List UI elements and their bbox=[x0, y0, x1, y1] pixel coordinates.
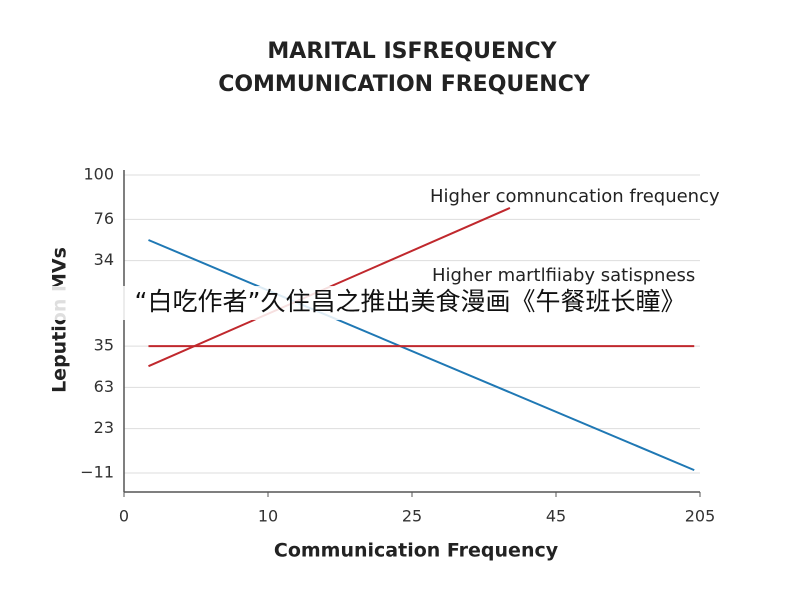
overlay-text: “白吃作者”久住昌之推出美食漫画《午餐班长瞳》 bbox=[135, 287, 686, 316]
x-tick-label: 0 bbox=[119, 507, 129, 526]
chart-title: COMMUNICATION FREQUENCY bbox=[218, 72, 591, 97]
annotation: Higher comnuncation frequency bbox=[430, 186, 720, 207]
x-tick-label: 45 bbox=[546, 507, 566, 526]
y-tick-label: 35 bbox=[94, 336, 114, 355]
x-tick-label: 205 bbox=[685, 507, 716, 526]
line-series bbox=[148, 239, 695, 472]
x-tick-label: 10 bbox=[258, 507, 278, 526]
y-tick-label: 23 bbox=[94, 418, 114, 437]
y-tick-label: 63 bbox=[94, 377, 114, 396]
y-tick-label: −11 bbox=[80, 462, 114, 481]
annotation: Higher martlfiiaby satispness bbox=[432, 265, 695, 286]
chart-title: MARITAL ISFREQUENCY bbox=[267, 39, 557, 64]
y-tick-label: 100 bbox=[83, 165, 114, 184]
y-tick-label: 34 bbox=[94, 250, 114, 269]
overlay-background bbox=[40, 286, 780, 320]
y-tick-label: 76 bbox=[94, 209, 114, 228]
x-axis-label: Communication Frequency bbox=[274, 540, 559, 562]
x-tick-label: 25 bbox=[402, 507, 422, 526]
